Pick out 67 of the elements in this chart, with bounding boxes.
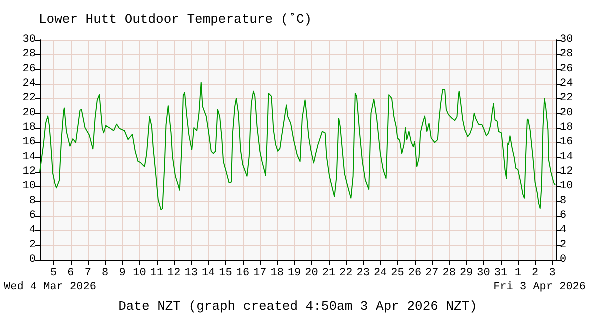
y2-tick-label: 18 xyxy=(560,122,574,134)
y2-tick-label: 28 xyxy=(560,48,574,61)
x-tick-label: 23 xyxy=(356,268,370,280)
x-tick-label: 14 xyxy=(202,268,216,280)
x-tick-label: 26 xyxy=(408,268,422,280)
y-tick-label: 6 xyxy=(29,210,36,222)
y-tick-label: 8 xyxy=(29,195,36,208)
y-tick-label: 16 xyxy=(22,136,36,149)
text: Fri 3 Apr 2026 xyxy=(494,282,586,294)
x-tick-label: 24 xyxy=(374,268,388,280)
y-tick-label: 18 xyxy=(22,122,36,134)
y-tick-label: 0 xyxy=(29,254,36,266)
x-tick-label: 1 xyxy=(514,268,522,280)
x-tick-label: 5 xyxy=(50,268,58,280)
x-axis-title: Date NZT (graph created 4:50am 3 Apr 2026 NZT) xyxy=(118,299,478,314)
x-tick-label: 10 xyxy=(133,268,146,280)
x-tick-label: 28 xyxy=(442,268,456,280)
y-tick-label: 28 xyxy=(22,48,36,61)
y-tick-label: 26 xyxy=(22,63,36,76)
y2-tick-label: 0 xyxy=(560,254,567,266)
y-tick-label: 14 xyxy=(22,151,36,164)
x-tick-label: 19 xyxy=(288,268,302,280)
x-tick-label: 18 xyxy=(270,268,284,280)
x-tick-label: 6 xyxy=(68,268,74,280)
x-tick-label: 12 xyxy=(168,268,181,280)
x-tick-label: 11 xyxy=(150,268,164,280)
x-tick-label: 3 xyxy=(549,268,556,280)
y-tick-label: 20 xyxy=(22,107,36,120)
y2-tick-label: 6 xyxy=(560,210,567,222)
chart-title: Lower Hutt Outdoor Temperature (˚C) xyxy=(39,12,312,27)
y-tick-label: 10 xyxy=(22,180,36,193)
y-tick-label: 24 xyxy=(22,78,36,90)
y-tick-label: 4 xyxy=(29,224,36,237)
y2-tick-label: 4 xyxy=(560,224,567,237)
y2-tick-label: 26 xyxy=(560,63,574,76)
x-tick-label: 16 xyxy=(236,268,250,280)
x-tick-label: 29 xyxy=(460,268,474,280)
x-tick-label: 9 xyxy=(119,268,126,280)
y-tick-label: 22 xyxy=(22,92,36,105)
x-tick-label: 2 xyxy=(532,268,539,280)
y-tick-label: 2 xyxy=(29,239,36,252)
y2-tick-label: 14 xyxy=(560,151,574,164)
x-tick-label: 25 xyxy=(391,268,404,280)
line-series xyxy=(40,82,556,211)
y2-tick-label: 24 xyxy=(560,78,574,90)
y2-tick-label: 22 xyxy=(560,92,574,105)
y-tick-label: 12 xyxy=(22,166,36,178)
y-tick-label: 30 xyxy=(22,34,36,46)
x-tick-label: 31 xyxy=(494,268,508,280)
x-tick-label: 27 xyxy=(426,268,439,280)
y2-tick-label: 12 xyxy=(560,166,574,178)
x-tick-label: 20 xyxy=(305,268,318,280)
y2-tick-label: 16 xyxy=(560,136,574,149)
x-tick-label: 7 xyxy=(84,268,92,280)
y2-tick-label: 2 xyxy=(560,239,567,252)
y2-tick-label: 20 xyxy=(560,107,574,120)
y2-tick-label: 8 xyxy=(560,195,567,208)
x-tick-label: 13 xyxy=(184,268,198,280)
y2-tick-label: 30 xyxy=(560,34,574,46)
x-tick-label: 30 xyxy=(477,268,490,280)
x-tick-label: 21 xyxy=(322,268,336,280)
x-tick-label: 15 xyxy=(219,268,232,280)
text: Wed 4 Mar 2026 xyxy=(4,282,96,294)
y2-tick-label: 10 xyxy=(560,180,574,193)
x-tick-label: 17 xyxy=(254,268,267,280)
x-tick-label: 8 xyxy=(102,268,109,280)
x-tick-label: 22 xyxy=(340,268,353,280)
